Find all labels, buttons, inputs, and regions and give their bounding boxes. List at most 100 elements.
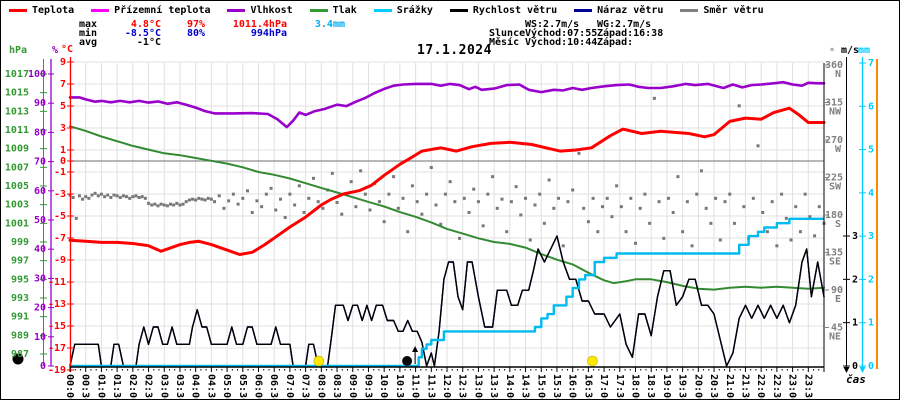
- time-tick-label: 10:30: [394, 374, 405, 400]
- wind-direction-dot: [742, 205, 746, 209]
- wind-direction-dot: [71, 196, 75, 199]
- minor-tick: [326, 369, 328, 371]
- time-tick-label: 18:00: [630, 374, 641, 400]
- time-tick-label: 16:00: [567, 374, 578, 400]
- time-tick-label: 23:30: [802, 374, 813, 400]
- minor-tick: [703, 369, 705, 371]
- wind-direction-dot: [784, 216, 788, 220]
- direction-tick-label: 45: [831, 323, 843, 334]
- temperature-tick-label: -1: [54, 167, 66, 178]
- minor-tick: [614, 369, 616, 371]
- minor-tick: [786, 369, 788, 371]
- minor-tick: [174, 369, 176, 371]
- wind-direction-dot: [250, 211, 254, 214]
- pressure-tick-label: 991: [11, 312, 29, 323]
- pressure-tick-label: 1007: [5, 162, 29, 173]
- minor-tick: [456, 369, 458, 371]
- temperature-tick-label: -11: [48, 277, 66, 288]
- direction-compass-label: W: [835, 144, 842, 155]
- minor-tick: [90, 369, 92, 371]
- ground-temperature-color-dash: [91, 9, 110, 12]
- wind-direction-dot: [269, 186, 273, 190]
- time-tick-label: 07:00: [284, 374, 295, 400]
- wind-direction-dot: [311, 176, 315, 180]
- minor-tick: [310, 369, 312, 371]
- time-tick-label: 14:00: [504, 374, 515, 400]
- time-tick-label: 05:00: [221, 374, 232, 400]
- time-tick-label: 09:00: [347, 374, 358, 400]
- direction-tick-label: 270: [825, 135, 843, 146]
- minor-tick: [750, 369, 752, 371]
- wind-direction-dot: [283, 216, 287, 219]
- humidity-tick-label: 100: [28, 69, 46, 80]
- pressure-tick-label: 1005: [5, 181, 29, 192]
- wind-direction-dot: [150, 203, 154, 207]
- minor-tick: [629, 369, 631, 371]
- wind-direction-dot: [200, 197, 204, 201]
- wind-direction-dot: [349, 180, 353, 184]
- max-label: max: [79, 19, 98, 30]
- precip-axis-arrow: [859, 367, 866, 373]
- wind-direction-dot: [789, 238, 793, 242]
- wind-direction-dot: [368, 208, 372, 212]
- avg-temperature: -1°C: [136, 37, 161, 48]
- time-tick-label: 19:00: [661, 374, 672, 400]
- pressure-tick-label: 1003: [5, 200, 29, 211]
- minor-tick: [771, 369, 773, 371]
- time-tick-label: 21:00: [724, 374, 735, 400]
- wind-direction-dot: [236, 202, 240, 206]
- wind-direction-dot: [165, 204, 169, 208]
- time-tick-label: 12:30: [457, 374, 468, 400]
- time-tick-label: 08:00: [315, 374, 326, 400]
- temperature-color-dash: [9, 9, 27, 12]
- minor-tick: [655, 369, 657, 371]
- minor-tick: [168, 369, 170, 371]
- wind-direction-dot: [77, 194, 81, 198]
- gridlines: [69, 61, 825, 366]
- wind-direction-dot: [552, 206, 556, 210]
- temperature-tick-label: 1: [60, 145, 66, 156]
- wind-direction-dot: [227, 199, 231, 203]
- direction-compass-label: N: [835, 69, 841, 80]
- wind-direction-dot: [84, 195, 88, 199]
- wind-direction-dot: [147, 201, 151, 205]
- humidity-color-dash: [227, 9, 246, 12]
- time-tick-label: 06:00: [253, 374, 264, 400]
- time-tick-label: 18:30: [645, 374, 656, 400]
- wind-tick-label: 0: [852, 361, 858, 372]
- wind-direction-dot: [481, 224, 485, 228]
- minor-tick: [676, 369, 678, 371]
- minor-tick: [315, 369, 317, 371]
- minor-tick: [409, 369, 411, 371]
- wind-direction-dot: [396, 206, 400, 210]
- time-tick-label: 06:30: [268, 374, 279, 400]
- direction-axis-unit: °: [829, 47, 835, 58]
- time-tick-label: 13:00: [472, 374, 483, 400]
- wind-direction-dot: [780, 192, 784, 196]
- wind-direction-dot: [74, 216, 78, 220]
- wind-direction-dot: [775, 244, 779, 248]
- pressure-axis-unit: hPa: [9, 45, 27, 56]
- minor-tick: [598, 369, 600, 371]
- wind-direction-dot: [737, 104, 741, 108]
- humidity-tick-label: 0: [40, 361, 46, 372]
- humidity-tick-label: 90: [34, 98, 46, 109]
- time-tick-label: 08:30: [331, 374, 342, 400]
- wind-direction-dot: [571, 188, 575, 192]
- time-tick-label: 02:00: [127, 374, 138, 400]
- temperature-tick-label: 3: [60, 123, 66, 134]
- humidity-tick-label: 40: [34, 244, 46, 255]
- wind-direction-dot: [505, 230, 509, 234]
- time-tick-label: 11:00: [410, 374, 421, 400]
- time-tick-label: 17:30: [614, 374, 625, 400]
- pressure-tick-label: 1013: [5, 106, 29, 117]
- direction-compass-label: S: [835, 219, 841, 230]
- wind-direction-dot: [495, 206, 499, 210]
- minor-tick: [205, 369, 207, 371]
- time-tick-label: 11:30: [425, 374, 436, 400]
- pressure-tick-label: 987: [11, 349, 29, 360]
- time-tick-label: 23:00: [787, 374, 798, 400]
- total-precipitation: 3.4mm: [314, 19, 345, 30]
- series-humidity: [68, 80, 826, 129]
- time-tick-label: 09:30: [362, 374, 373, 400]
